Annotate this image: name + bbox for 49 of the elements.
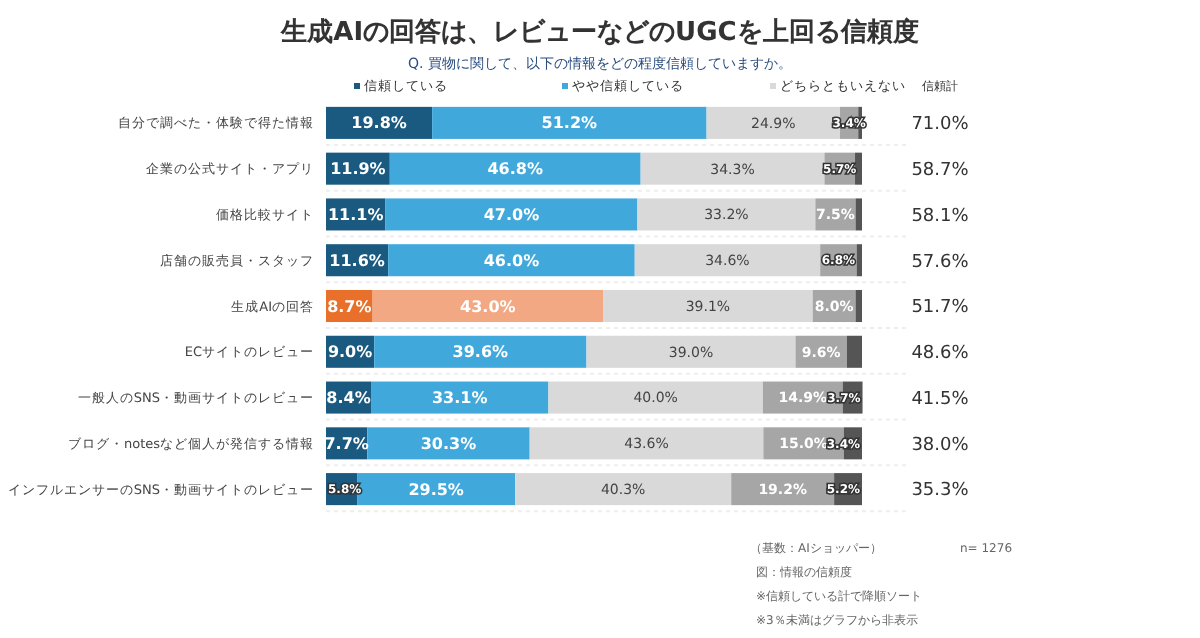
chart-title: 生成AIの回答は、レビューなどのUGCを上回る信頼度 — [279, 16, 919, 48]
data-label: 51.2% — [541, 114, 598, 133]
bar — [634, 244, 821, 277]
bar — [586, 335, 796, 368]
data-label: 7.7% — [324, 434, 369, 453]
data-label: 47.0% — [483, 206, 540, 225]
bar — [371, 381, 549, 414]
bar — [846, 335, 862, 368]
data-label: 29.5% — [408, 480, 464, 499]
data-label: 11.1% — [327, 206, 384, 225]
data-label: 30.3% — [420, 434, 477, 453]
data-label: 9.0% — [327, 343, 373, 362]
data-label: 33.1% — [431, 389, 488, 408]
bar — [374, 335, 587, 368]
text: 38.0% — [911, 435, 970, 456]
bar — [855, 198, 862, 231]
bar — [367, 427, 530, 460]
data-label: 43.0% — [460, 297, 516, 316]
bar — [432, 106, 707, 139]
bar — [529, 427, 764, 460]
bar — [385, 198, 638, 231]
bar — [389, 152, 641, 185]
bar — [372, 289, 604, 323]
bar — [637, 198, 816, 231]
bar — [856, 244, 862, 277]
bar — [640, 152, 825, 185]
text: 58.1% — [911, 206, 970, 227]
bar — [515, 473, 732, 506]
text: 58.7% — [911, 160, 970, 181]
text: 51.7% — [911, 298, 970, 319]
data-label: 11.6% — [329, 251, 385, 270]
text: 48.6% — [911, 344, 970, 365]
bar — [548, 381, 763, 414]
bar — [855, 289, 862, 323]
data-label: 8.4% — [326, 389, 371, 408]
bar — [855, 152, 862, 185]
text: 57.6% — [911, 252, 970, 273]
bar — [603, 289, 813, 323]
bar — [388, 244, 635, 277]
text: 35.3% — [911, 481, 970, 502]
data-label: 39.6% — [452, 343, 509, 362]
text: 41.5% — [911, 389, 970, 410]
data-label: 19.8% — [351, 114, 407, 133]
bar — [357, 473, 516, 506]
data-label: 46.0% — [483, 251, 540, 270]
data-label: 8.7% — [327, 297, 372, 316]
data-label: 11.9% — [330, 160, 386, 179]
data-label: 46.8% — [487, 160, 543, 179]
text: 71.0% — [911, 115, 970, 136]
